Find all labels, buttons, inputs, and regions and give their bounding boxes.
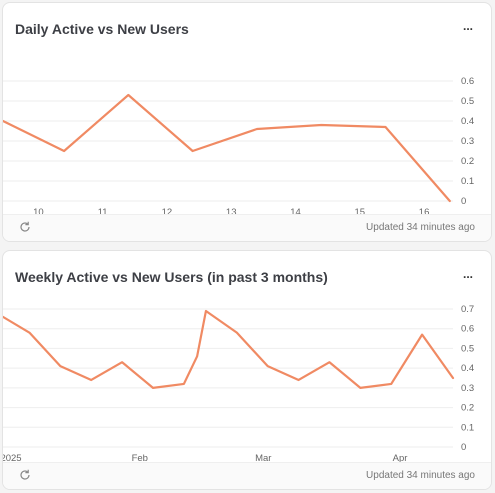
card-title: Weekly Active vs New Users (in past 3 mo… [15, 269, 328, 285]
y-tick-label: 0.2 [461, 403, 474, 414]
x-tick-label: 12 [162, 207, 173, 218]
refresh-icon[interactable] [18, 468, 32, 482]
y-tick-label: 0.6 [461, 76, 474, 87]
x-tick-label: 2025 [3, 453, 22, 464]
card-footer: Updated 34 minutes ago [3, 214, 491, 241]
y-tick-label: 0.2 [461, 156, 474, 167]
y-tick-label: 0.3 [461, 383, 474, 394]
y-tick-label: 0.1 [461, 176, 474, 187]
y-tick-label: 0.3 [461, 136, 474, 147]
updated-timestamp: Updated 34 minutes ago [366, 470, 475, 481]
y-tick-label: 0.5 [461, 96, 474, 107]
x-tick-label: 11 [98, 207, 108, 218]
series-line [3, 93, 451, 203]
card-header: Daily Active vs New Users ... [3, 3, 491, 47]
y-tick-label: 0.1 [461, 422, 474, 433]
x-tick-label: 16 [419, 207, 430, 218]
x-tick-label: 15 [354, 207, 365, 218]
more-icon[interactable]: ... [462, 19, 473, 33]
card-header: Weekly Active vs New Users (in past 3 mo… [3, 251, 491, 295]
y-tick-label: 0.5 [461, 343, 474, 354]
x-tick-label: 13 [226, 207, 237, 218]
y-tick-label: 0 [461, 196, 466, 207]
series-line [3, 309, 455, 389]
y-tick-label: 0.6 [461, 324, 474, 335]
refresh-icon[interactable] [18, 220, 32, 234]
more-icon[interactable]: ... [462, 267, 473, 281]
card-footer: Updated 34 minutes ago [3, 462, 491, 489]
y-tick-label: 0.4 [461, 363, 474, 374]
x-tick-label: Mar [255, 453, 271, 464]
y-tick-label: 0.4 [461, 116, 474, 127]
y-tick-label: 0.7 [461, 304, 474, 315]
updated-timestamp: Updated 34 minutes ago [366, 222, 475, 233]
weekly-users-chart: 0 0.1 0.2 0.3 0.4 0.5 0.6 0.7 2025 Feb Mar Apr [3, 304, 474, 464]
card-title: Daily Active vs New Users [15, 21, 189, 37]
daily-users-chart: 0 0.1 0.2 0.3 0.4 0.5 0.6 10 11 12 13 14 15 16 [3, 76, 474, 218]
weekly-users-card: Weekly Active vs New Users (in past 3 mo… [2, 250, 492, 490]
x-tick-label: Feb [132, 453, 148, 464]
x-tick-label: Apr [393, 453, 408, 464]
x-tick-label: 14 [290, 207, 301, 218]
y-tick-label: 0 [461, 442, 466, 453]
daily-users-card: Daily Active vs New Users ... 0 0.1 0.2 0.3… [2, 2, 492, 242]
x-tick-label: 10 [33, 207, 44, 218]
